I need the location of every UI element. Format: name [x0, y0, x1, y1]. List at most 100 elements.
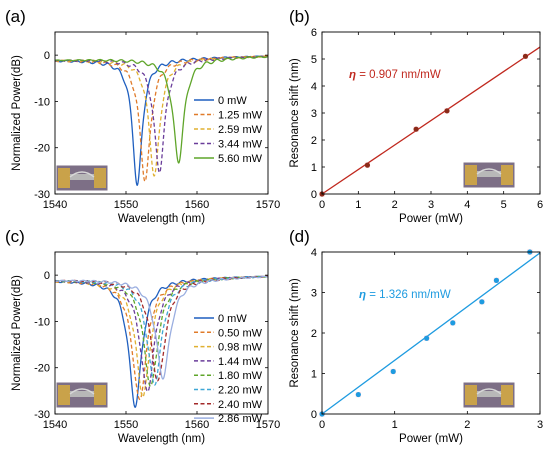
inset-heater [477, 171, 501, 177]
x-tick-label: 2 [392, 199, 398, 211]
eta-symbol: η [349, 69, 356, 81]
y-tick-label: 0 [44, 50, 50, 62]
x-tick-label: 0 [319, 419, 325, 431]
spectrum-line-3 [55, 55, 268, 174]
panel-label: (c) [5, 227, 25, 246]
inset-electrode-right [501, 165, 513, 185]
x-tick-label: 1540 [43, 199, 67, 211]
spectrum-line-7 [55, 275, 268, 380]
plot-frame [54, 251, 269, 415]
x-tick-label: 5 [501, 199, 507, 211]
inset-electrode-left [58, 385, 70, 405]
inset-ring [476, 388, 502, 395]
y-tick-label: 5 [311, 54, 317, 66]
inset-heater [477, 391, 501, 397]
spectrum-line-4 [55, 55, 268, 164]
legend-label: 1.25 mW [218, 110, 263, 122]
data-point [424, 335, 430, 341]
y-tick-label: -30 [34, 189, 50, 201]
inset-border [462, 161, 516, 189]
y-axis-label: Resonance shift (nm) [289, 58, 301, 167]
x-tick-label: 6 [537, 199, 543, 211]
panel-label: (d) [289, 227, 310, 246]
legend-label: 2.40 mW [218, 399, 263, 411]
spectrum-line-6 [55, 275, 268, 382]
y-axis-label: Normalized Power(dB) [11, 55, 23, 171]
x-tick-label: 3 [428, 199, 434, 211]
x-tick-label: 1550 [114, 199, 138, 211]
legend-label: 5.60 mW [218, 153, 263, 165]
x-tick-label: 1540 [43, 419, 67, 431]
y-tick-label: 0 [44, 270, 50, 282]
inset-ring [69, 388, 95, 395]
y-tick-label: 2 [311, 328, 317, 340]
fit-line [321, 252, 541, 415]
inset-heater [70, 174, 94, 180]
x-tick-label: 1 [355, 199, 361, 211]
data-point [413, 126, 419, 132]
y-tick-label: 2 [311, 135, 317, 147]
plot-area [55, 275, 268, 409]
device-inset-image [462, 161, 516, 189]
slope-annotation: η = 0.907 nm/mW [349, 69, 441, 81]
panel-d: η = 1.326 nm/mW 0 1 2 3 0 1 2 3 4 Power (mW) Resona… [289, 227, 543, 445]
inset-border [55, 164, 109, 192]
data-point [493, 277, 499, 283]
data-point [364, 162, 371, 168]
x-tick-label: 1560 [185, 199, 209, 211]
y-tick-label: 1 [311, 162, 317, 174]
panel-label: (a) [5, 7, 26, 26]
y-tick-label: -10 [34, 96, 50, 108]
data-point [479, 299, 485, 305]
data-point [444, 108, 450, 114]
y-tick-label: 4 [311, 247, 317, 259]
inset-electrode-right [501, 385, 513, 405]
x-axis-label: Wavelength (nm) [118, 213, 205, 225]
y-tick-label: 3 [311, 108, 317, 120]
x-tick-label: 1560 [185, 419, 209, 431]
legend-label: 0 mW [218, 313, 247, 325]
inset-electrode-right [94, 385, 106, 405]
legend-label: 0.50 mW [218, 327, 263, 339]
y-tick-label: 0 [311, 409, 317, 421]
inset-ring [476, 168, 502, 175]
fit-line [321, 46, 541, 195]
x-tick-label: 0 [319, 199, 325, 211]
legend-label: 2.59 mW [218, 124, 263, 136]
inset-ring [69, 171, 95, 178]
legend-label: 3.44 mW [218, 139, 263, 151]
x-axis-label: Wavelength (nm) [118, 433, 205, 445]
inset-electrode-left [58, 168, 70, 188]
panel-b: η = 0.907 nm/mW 0 1 2 3 4 5 6 0 1 2 3 4 5 6 Power (mW) R… [289, 7, 543, 225]
y-tick-label: -30 [34, 409, 50, 421]
data-point [522, 53, 529, 59]
x-tick-label: 1570 [256, 199, 280, 211]
y-tick-label: 1 [311, 369, 317, 381]
y-tick-label: -10 [34, 316, 50, 328]
inset-heater [70, 391, 94, 397]
x-axis-label: Power (mW) [399, 433, 463, 445]
legend-label: 0.98 mW [218, 342, 263, 354]
y-tick-label: 6 [311, 27, 317, 39]
spectrum-line-4 [55, 275, 268, 387]
y-tick-label: -20 [34, 363, 50, 375]
data-point [390, 368, 396, 375]
inset-border [55, 381, 109, 409]
y-axis-label: Resonance shift (nm) [289, 278, 301, 387]
inset-electrode-left [465, 165, 477, 185]
data-point [355, 391, 361, 398]
inset-electrode-right [94, 168, 106, 188]
x-tick-label: 4 [464, 199, 470, 211]
legend-label: 2.20 mW [218, 385, 263, 397]
device-inset-image [55, 381, 109, 409]
inset-electrode-left [465, 385, 477, 405]
x-tick-label: 2 [464, 419, 470, 431]
spectrum-line-2 [55, 55, 268, 177]
y-tick-label: -20 [34, 143, 50, 155]
legend-label: 2.86 mW [218, 413, 263, 425]
spectrum-line-5 [55, 275, 268, 386]
legend-label: 0 mW [218, 95, 247, 107]
x-axis-label: Power (mW) [399, 213, 463, 225]
x-tick-label: 1570 [256, 419, 280, 431]
